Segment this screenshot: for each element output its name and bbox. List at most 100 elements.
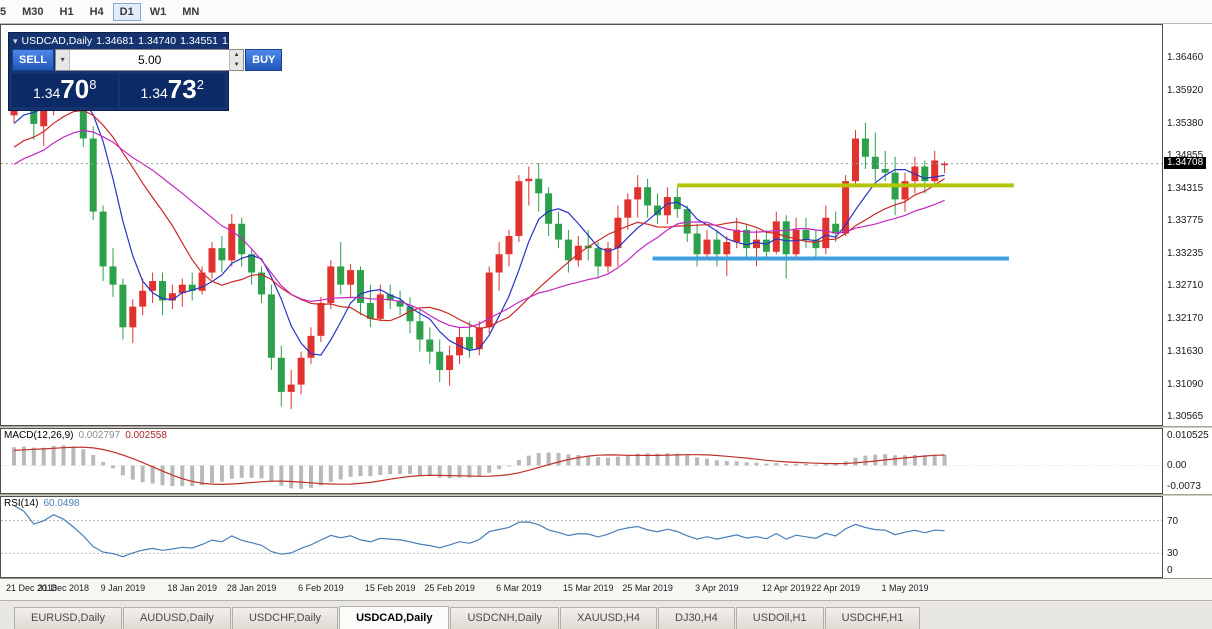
price-axis[interactable]: 1.36460 1.35920 1.35380 1.34855 1.34315 1.337… [1163,24,1212,426]
main-chart-row: ▾ USDCAD,Daily 1.34681 1.34740 1.34551 1… [0,24,1212,426]
tab-usdoil-h1[interactable]: USDOil,H1 [735,607,824,629]
axis-label: 0 [1167,565,1173,576]
tab-dj30-h4[interactable]: DJ30,H4 [658,607,735,629]
macd-histogram [12,445,947,489]
axis-label: 1.36460 [1167,51,1204,63]
macd-axis[interactable]: 0.010525 0.00 -0.0073 [1163,428,1212,494]
bid-prefix: 1.34 [33,85,61,101]
one-click-trading-panel: ▾ USDCAD,Daily 1.34681 1.34740 1.34551 1… [8,32,283,111]
period-button-h4[interactable]: H4 [83,3,111,21]
date-label: 12 Apr 2019 [761,583,811,593]
date-label: 18 Jan 2019 [167,583,217,593]
tab-xauusd-h4[interactable]: XAUUSD,H4 [560,607,657,629]
period-button-w1[interactable]: W1 [143,3,174,21]
collapse-panel-icon[interactable]: ▾ [13,35,18,46]
axis-label: 1.34855 [1167,149,1204,161]
axis-label: 1.32170 [1167,313,1204,325]
rsi-panel: RSI(14) 60.0498 [0,496,1163,578]
axis-label: 1.34315 [1167,182,1204,194]
volume-stepper: ▲ ▼ [229,50,244,70]
axis-label: 1.33775 [1167,215,1204,227]
axis-label: 30 [1167,548,1179,560]
date-label: 31 Dec 2018 [37,583,90,593]
rsi-value: 60.0498 [43,498,80,509]
bid-big: 70 [60,74,90,104]
ask-price[interactable]: 1.34732 [119,74,225,107]
bid-pip: 8 [89,77,97,92]
main-chart-panel: ▾ USDCAD,Daily 1.34681 1.34740 1.34551 1… [0,24,1163,426]
axis-label: 1.35920 [1167,84,1204,96]
axis-label: -0.0073 [1167,481,1201,492]
macd-signal-line [13,446,945,486]
axis-label: 70 [1167,515,1179,527]
timeframe-toolbar: 5 M30 H1 H4 D1 W1 MN [0,0,1212,24]
sell-button[interactable]: SELL [12,49,55,71]
ask-pip: 2 [196,77,204,92]
ma-mid-red [13,109,945,330]
period-button-m30[interactable]: M30 [15,3,50,21]
date-label: 25 Feb 2019 [424,583,475,593]
volume-down-icon[interactable]: ▼ [230,60,244,70]
chart-title: ▾ USDCAD,Daily 1.34681 1.34740 1.34551 1… [9,33,260,48]
date-label: 6 Mar 2019 [496,583,542,593]
date-label: 3 Apr 2019 [695,583,739,593]
tab-usdcnh-daily[interactable]: USDCNH,Daily [450,607,560,629]
axis-label: 1.32710 [1167,280,1204,292]
tab-eurusd-daily[interactable]: EURUSD,Daily [14,607,122,629]
date-label: 25 Mar 2019 [622,583,673,593]
macd-canvas[interactable] [0,428,1163,494]
macd-main-value: 0.002797 [78,430,121,441]
ma-fast-blue [13,89,945,356]
tab-usdcad-daily[interactable]: USDCAD,Daily [339,606,450,629]
chart-title-open: 1.34681 [96,35,135,47]
buy-button[interactable]: BUY [245,49,283,71]
date-label: 15 Mar 2019 [562,583,614,593]
rsi-canvas[interactable] [0,496,1163,578]
period-button-m5[interactable]: 5 [0,3,13,21]
date-label: 21 Dec 2018 [6,583,58,593]
ask-prefix: 1.34 [140,85,168,101]
volume-dropdown-icon[interactable]: ▾ [56,50,71,70]
date-label: 28 Jan 2019 [226,583,277,593]
date-label: 9 Jan 2019 [100,583,146,593]
chart-tabbar: EURUSD,Daily AUDUSD,Daily USDCHF,Daily U… [0,600,1212,629]
volume-up-icon[interactable]: ▲ [230,50,244,60]
panel-splitter[interactable] [0,426,1212,428]
volume-input[interactable] [70,50,230,70]
axis-label: 0.010525 [1167,430,1209,441]
period-button-mn[interactable]: MN [175,3,206,21]
period-button-d1[interactable]: D1 [112,2,141,21]
bid-ask-display: 1.34708 1.34732 [9,72,228,110]
bid-price[interactable]: 1.34708 [12,74,118,107]
rsi-row: RSI(14) 60.0498 70 30 0 [0,496,1212,578]
period-button-h1[interactable]: H1 [53,3,81,21]
axis-label: 1.35380 [1167,117,1204,129]
axis-label: 0.00 [1167,459,1187,471]
rsi-axis[interactable]: 70 30 0 [1163,496,1212,578]
date-axis[interactable]: 21 Dec 2018 31 Dec 2018 9 Jan 2019 18 Jan 2… [0,578,1212,600]
rsi-title: RSI(14) [4,498,39,509]
panel-splitter-2[interactable] [0,494,1212,496]
axis-label: 1.33235 [1167,248,1204,260]
date-label: 6 Feb 2019 [298,583,344,593]
axis-label: 1.30565 [1167,410,1204,422]
tab-usdchf-daily[interactable]: USDCHF,Daily [231,607,339,629]
macd-row: MACD(12,26,9) 0.002797 0.002558 0.010525 0.… [0,428,1212,494]
date-label: 15 Feb 2019 [364,583,416,593]
axis-label: 1.31630 [1167,346,1204,358]
ma-slow-magenta [13,129,945,329]
ask-big: 73 [167,74,197,104]
rsi-label: RSI(14) 60.0498 [4,498,80,509]
macd-title: MACD(12,26,9) [4,430,74,441]
macd-panel: MACD(12,26,9) 0.002797 0.002558 [0,428,1163,494]
chart-title-close: 1.34708 [222,35,260,47]
tab-audusd-daily[interactable]: AUDUSD,Daily [122,607,231,629]
axis-label: 1.31090 [1167,378,1204,390]
date-label: 22 Apr 2019 [811,583,860,593]
current-price-badge: 1.34708 [1164,156,1207,169]
macd-label: MACD(12,26,9) 0.002797 0.002558 [4,430,167,441]
date-label: 1 May 2019 [881,583,929,593]
tab-usdchf-h1[interactable]: USDCHF,H1 [824,607,921,629]
chart-title-symbol: USDCAD,Daily [21,35,93,47]
